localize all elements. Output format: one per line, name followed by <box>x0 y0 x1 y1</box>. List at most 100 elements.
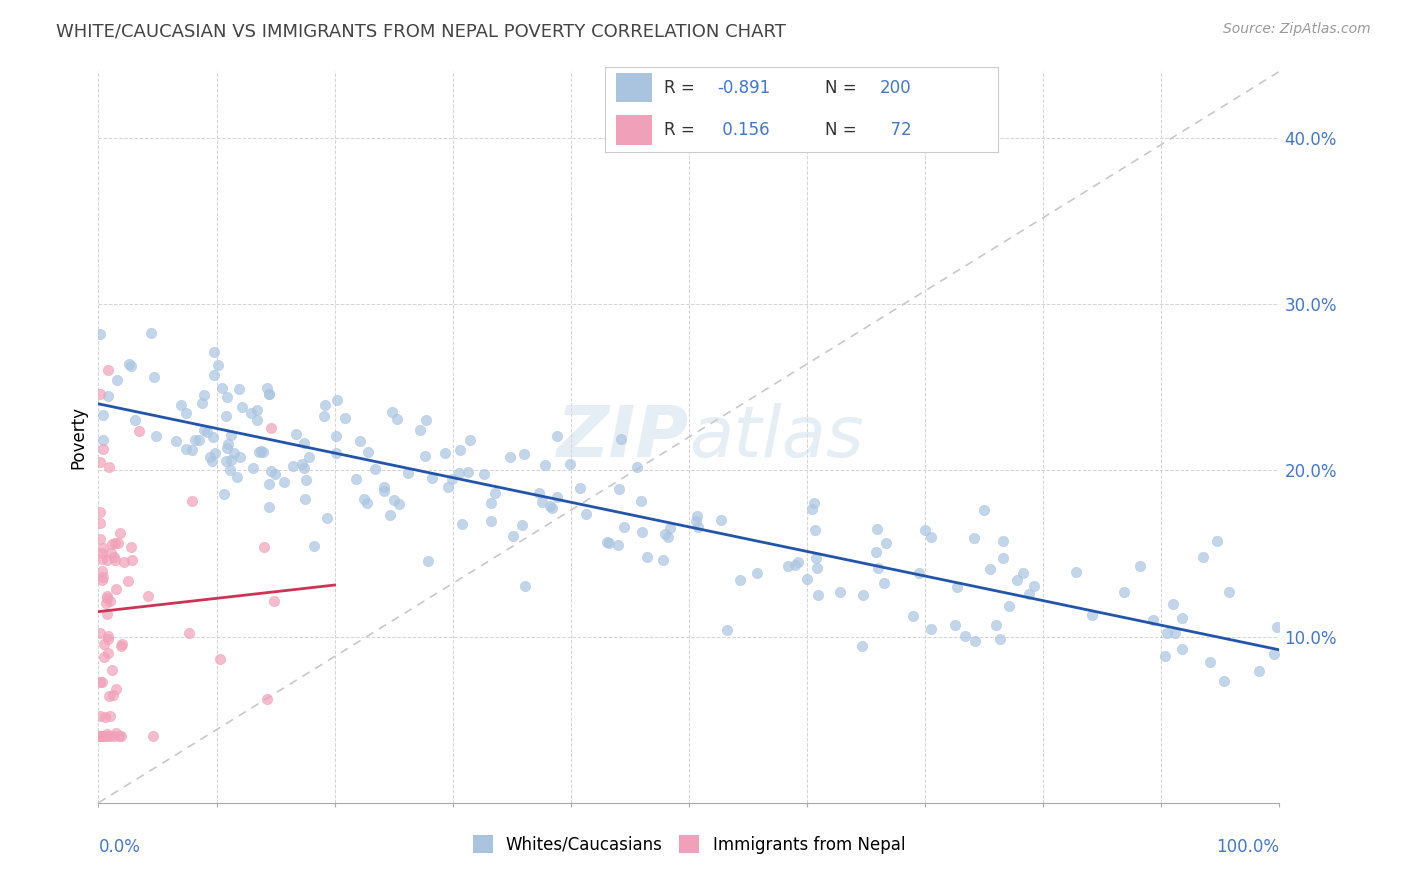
Point <box>252 540 274 554</box>
Point <box>91 675 114 690</box>
Point <box>325 446 347 460</box>
Point <box>242 460 264 475</box>
Point <box>796 572 818 586</box>
Point <box>388 497 411 511</box>
Point <box>1199 655 1222 669</box>
Point <box>89 505 111 519</box>
Point <box>558 457 581 471</box>
Point <box>260 464 283 478</box>
Point <box>1114 585 1136 599</box>
Point <box>97 389 120 403</box>
Point <box>747 566 769 581</box>
Point <box>89 454 111 468</box>
Point <box>787 555 810 569</box>
Point <box>955 629 977 643</box>
Point <box>385 411 408 425</box>
Point <box>120 359 142 373</box>
Point <box>373 483 395 498</box>
Point <box>502 529 524 543</box>
Point <box>1263 647 1285 661</box>
Text: Source: ZipAtlas.com: Source: ZipAtlas.com <box>1223 22 1371 37</box>
Point <box>89 729 111 743</box>
Point <box>685 514 707 528</box>
Point <box>96 589 118 603</box>
Point <box>211 381 233 395</box>
Point <box>91 551 114 566</box>
Point <box>292 436 315 450</box>
Point <box>110 639 132 653</box>
Point <box>170 398 193 412</box>
Point <box>1156 625 1178 640</box>
Point <box>228 382 250 396</box>
Text: 72: 72 <box>880 121 911 139</box>
Point <box>93 729 115 743</box>
Point <box>121 553 143 567</box>
Point <box>356 495 378 509</box>
Point <box>188 433 211 447</box>
Point <box>315 511 337 525</box>
Point <box>546 428 568 442</box>
Point <box>479 496 502 510</box>
Point <box>1081 607 1104 622</box>
Point <box>353 491 375 506</box>
Text: N =: N = <box>825 79 862 97</box>
Point <box>420 471 443 485</box>
Point <box>728 573 751 587</box>
Point <box>828 584 851 599</box>
Point <box>654 527 676 541</box>
Point <box>630 494 652 508</box>
Point <box>143 370 166 384</box>
Point <box>534 458 557 472</box>
Point <box>101 663 124 677</box>
Point <box>284 426 307 441</box>
Point <box>90 573 112 587</box>
Point <box>1154 648 1177 663</box>
Point <box>1005 574 1028 588</box>
Point <box>174 406 197 420</box>
Point <box>165 434 187 448</box>
Point <box>217 437 239 451</box>
Point <box>101 537 124 551</box>
Point <box>257 387 280 401</box>
Point <box>1012 566 1035 581</box>
Point <box>91 564 114 578</box>
Point <box>90 545 112 559</box>
Point <box>104 725 127 739</box>
Point <box>97 629 120 643</box>
Point <box>218 463 240 477</box>
Point <box>90 729 112 743</box>
Point <box>180 442 202 457</box>
Point <box>652 553 675 567</box>
Point <box>657 530 679 544</box>
Point <box>298 450 321 465</box>
Point <box>449 442 471 457</box>
Point <box>91 541 114 555</box>
Text: R =: R = <box>664 79 700 97</box>
Point <box>89 625 111 640</box>
Point <box>441 472 464 486</box>
Point <box>1213 674 1236 689</box>
Point <box>457 465 479 479</box>
Point <box>436 481 458 495</box>
Text: WHITE/CAUCASIAN VS IMMIGRANTS FROM NEPAL POVERTY CORRELATION CHART: WHITE/CAUCASIAN VS IMMIGRANTS FROM NEPAL… <box>56 22 786 40</box>
Point <box>852 588 875 602</box>
Point <box>281 458 304 473</box>
Point <box>256 381 278 395</box>
Point <box>382 493 405 508</box>
Point <box>606 539 628 553</box>
Point <box>195 425 218 439</box>
Point <box>1164 626 1187 640</box>
Point <box>91 569 114 583</box>
Point <box>875 536 897 550</box>
Point <box>198 450 221 465</box>
Point <box>98 594 121 608</box>
Point <box>96 591 118 606</box>
Point <box>396 467 419 481</box>
Point <box>1192 550 1215 565</box>
Point <box>804 523 827 537</box>
Point <box>215 441 238 455</box>
Point <box>963 531 986 545</box>
Legend: Whites/Caucasians, Immigrants from Nepal: Whites/Caucasians, Immigrants from Nepal <box>465 829 912 860</box>
Point <box>96 553 118 567</box>
Point <box>89 674 111 689</box>
